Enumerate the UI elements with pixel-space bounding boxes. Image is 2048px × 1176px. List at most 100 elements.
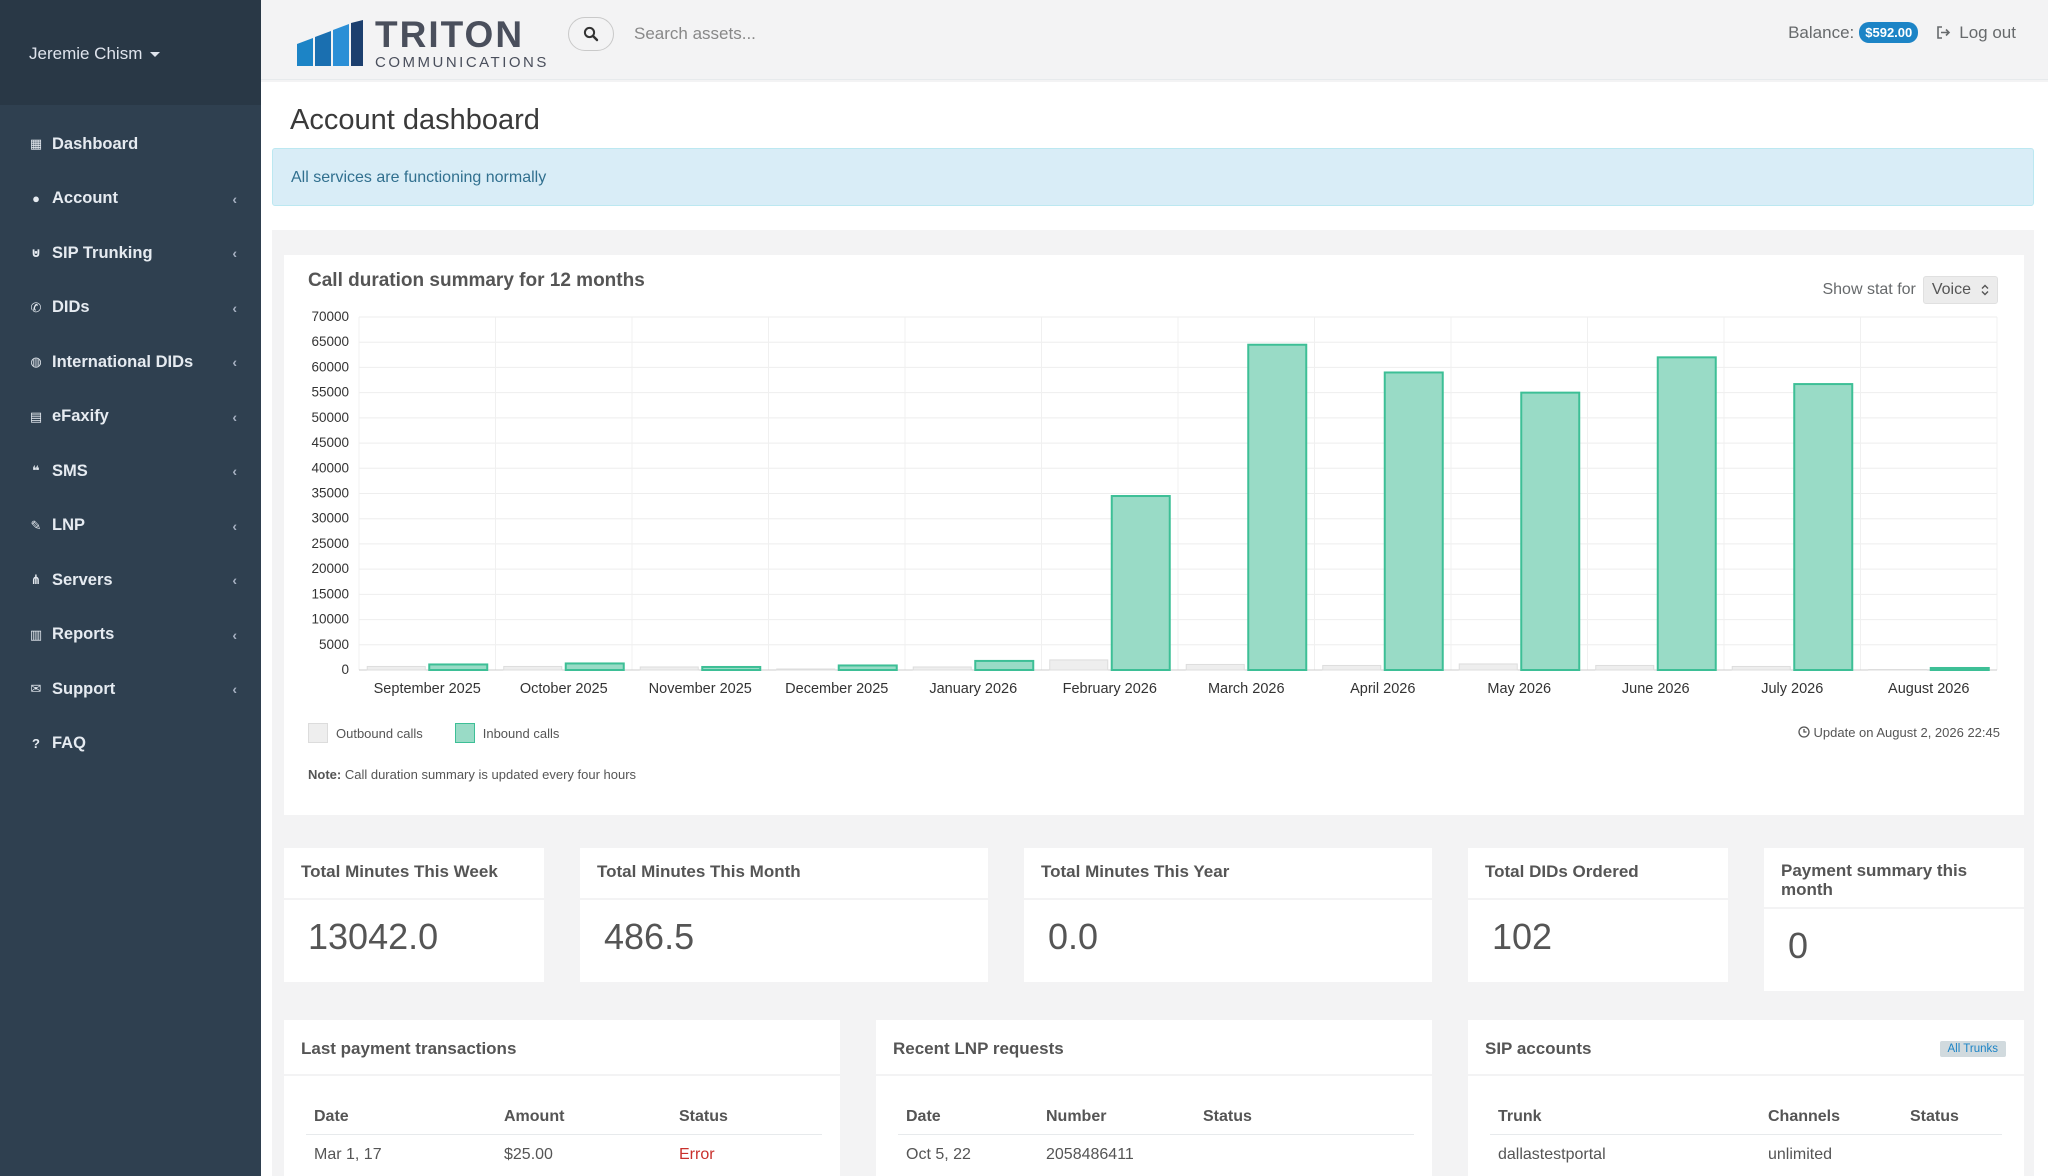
x-tick-label: July 2026: [1761, 681, 1823, 697]
stat-card-week: Total Minutes This Week 13042.0: [284, 848, 544, 982]
y-tick-label: 60000: [311, 359, 349, 374]
bar-inbound: [974, 659, 1035, 671]
sort-icon: [1981, 284, 1989, 296]
x-tick-label: January 2026: [929, 681, 1017, 697]
note-label: Note:: [308, 767, 342, 782]
update-note: Update on August 2, 2026 22:45: [1798, 725, 2000, 740]
sidebar: Jeremie Chism ▦ Dashboard ● Account ‹ ⊍ SIP Tr…: [0, 0, 261, 1176]
column-header-status[interactable]: Status: [1195, 1096, 1414, 1135]
stat-type-select[interactable]: Voice: [1922, 276, 1998, 304]
chevron-left-icon: ‹: [232, 245, 237, 262]
column-header-channels[interactable]: Channels: [1760, 1096, 1902, 1135]
sidebar-item-reports[interactable]: ▥ Reports ‹: [0, 608, 261, 663]
globe-icon: ◍: [30, 354, 42, 370]
logo-text: TRITON COMMUNICATIONS: [375, 16, 549, 70]
sidebar-item-label: SMS: [52, 461, 88, 480]
table-row[interactable]: Oct 5, 22 2058486411: [898, 1135, 1414, 1176]
legend-outbound-label: Outbound calls: [336, 725, 423, 741]
bar-outbound: [1868, 668, 1928, 671]
sidebar-item-efaxify[interactable]: ▤ eFaxify ‹: [0, 390, 261, 445]
y-tick-label: 5000: [319, 637, 349, 652]
x-tick-label: August 2026: [1888, 681, 1969, 697]
topbar: TRITON COMMUNICATIONS Balance: $592.00 L…: [261, 0, 2048, 80]
column-header-number[interactable]: Number: [1038, 1096, 1195, 1135]
logo[interactable]: TRITON COMMUNICATIONS: [297, 16, 549, 70]
stat-card-dids: Total DIDs Ordered 102: [1468, 848, 1728, 982]
phone-icon: ✆: [30, 299, 42, 315]
bar-outbound: [1322, 664, 1382, 671]
bar-outbound: [639, 666, 699, 671]
sidebar-item-label: Dashboard: [52, 134, 139, 153]
sip-table: Trunk Channels Status dallastestportal u…: [1490, 1096, 2002, 1175]
table-header-row: Date Number Status: [898, 1096, 1414, 1135]
sidebar-item-sms[interactable]: ❝ SMS ‹: [0, 444, 261, 499]
table-row[interactable]: Mar 1, 17 $25.00 Error: [306, 1135, 822, 1176]
y-tick-label: 15000: [311, 586, 349, 601]
panel-header: SIP accounts All Trunks: [1468, 1020, 2024, 1076]
legend-inbound-label: Inbound calls: [482, 725, 560, 741]
sidebar-item-lnp[interactable]: ✎ LNP ‹: [0, 499, 261, 554]
column-header-date[interactable]: Date: [306, 1096, 496, 1135]
stat-card-value: 0.0: [1048, 916, 1099, 957]
cell-trunk: dallastestportal: [1498, 1146, 1606, 1163]
sidebar-item-label: International DIDs: [52, 352, 194, 371]
y-tick-label: 10000: [311, 612, 349, 627]
table-header-row: Trunk Channels Status: [1490, 1096, 2002, 1135]
sidebar-item-label: SIP Trunking: [52, 243, 153, 262]
stat-type-value: Voice: [1931, 281, 1971, 298]
x-tick-label: March 2026: [1208, 681, 1285, 697]
column-header-date[interactable]: Date: [898, 1096, 1038, 1135]
table-row[interactable]: dallastestportal unlimited: [1490, 1135, 2002, 1176]
sidebar-item-label: FAQ: [52, 734, 86, 753]
plug-icon: ⊍: [30, 245, 42, 261]
pencil-icon: ✎: [30, 517, 42, 533]
sidebar-header: Jeremie Chism: [0, 0, 261, 105]
call-duration-panel: Call duration summary for 12 months Show…: [284, 255, 2024, 815]
sidebar-item-servers[interactable]: ⋔ Servers ‹: [0, 553, 261, 608]
panel-title: Recent LNP requests: [876, 1020, 1432, 1076]
sidebar-item-dids[interactable]: ✆ DIDs ‹: [0, 281, 261, 336]
bar-inbound: [428, 663, 489, 671]
stat-card-title: Total Minutes This Year: [1024, 848, 1432, 900]
stat-card-title: Payment summary this month: [1764, 848, 2024, 909]
search-input[interactable]: [634, 18, 1034, 50]
sidebar-item-international-dids[interactable]: ◍ International DIDs ‹: [0, 335, 261, 390]
bar-inbound: [1656, 356, 1717, 671]
user-menu[interactable]: Jeremie Chism: [29, 44, 161, 64]
note-text: Call duration summary is updated every f…: [344, 767, 637, 782]
all-trunks-badge[interactable]: All Trunks: [1939, 1041, 2006, 1057]
panel-title: Last payment transactions: [284, 1020, 840, 1076]
y-tick-label: 50000: [311, 410, 349, 425]
logout-link[interactable]: Log out: [1936, 23, 2016, 43]
bar-outbound: [1049, 659, 1109, 671]
chart-note: Note: Call duration summary is updated e…: [308, 767, 636, 782]
sidebar-item-label: Servers: [52, 570, 113, 589]
y-tick-label: 55000: [311, 385, 349, 400]
stat-card-year: Total Minutes This Year 0.0: [1024, 848, 1432, 982]
legend-outbound-swatch: [308, 723, 328, 743]
bar-inbound: [1247, 343, 1308, 671]
user-icon: ●: [32, 191, 40, 207]
sidebar-item-account[interactable]: ● Account ‹: [0, 172, 261, 227]
chevron-left-icon: ‹: [232, 681, 237, 698]
column-header-trunk[interactable]: Trunk: [1490, 1096, 1760, 1135]
sitemap-icon: ⋔: [30, 572, 42, 588]
sidebar-item-support[interactable]: ✉ Support ‹: [0, 662, 261, 717]
sidebar-item-label: Account: [52, 189, 118, 208]
y-tick-label: 35000: [311, 486, 349, 501]
sidebar-item-dashboard[interactable]: ▦ Dashboard: [0, 117, 261, 172]
column-header-status[interactable]: Status: [1902, 1096, 2002, 1135]
chevron-left-icon: ‹: [232, 572, 237, 589]
column-header-status[interactable]: Status: [671, 1096, 822, 1135]
bar-outbound: [1185, 663, 1245, 671]
sidebar-item-sip-trunking[interactable]: ⊍ SIP Trunking ‹: [0, 226, 261, 281]
cell-date: Mar 1, 17: [314, 1146, 382, 1163]
comments-icon: ❝: [32, 463, 40, 479]
search-button[interactable]: [568, 17, 614, 51]
sidebar-item-faq[interactable]: ? FAQ: [0, 717, 261, 772]
chevron-left-icon: ‹: [232, 626, 237, 643]
question-icon: ?: [32, 736, 40, 752]
user-name: Jeremie Chism: [29, 44, 143, 63]
column-header-amount[interactable]: Amount: [496, 1096, 671, 1135]
chevron-left-icon: ‹: [232, 463, 237, 480]
